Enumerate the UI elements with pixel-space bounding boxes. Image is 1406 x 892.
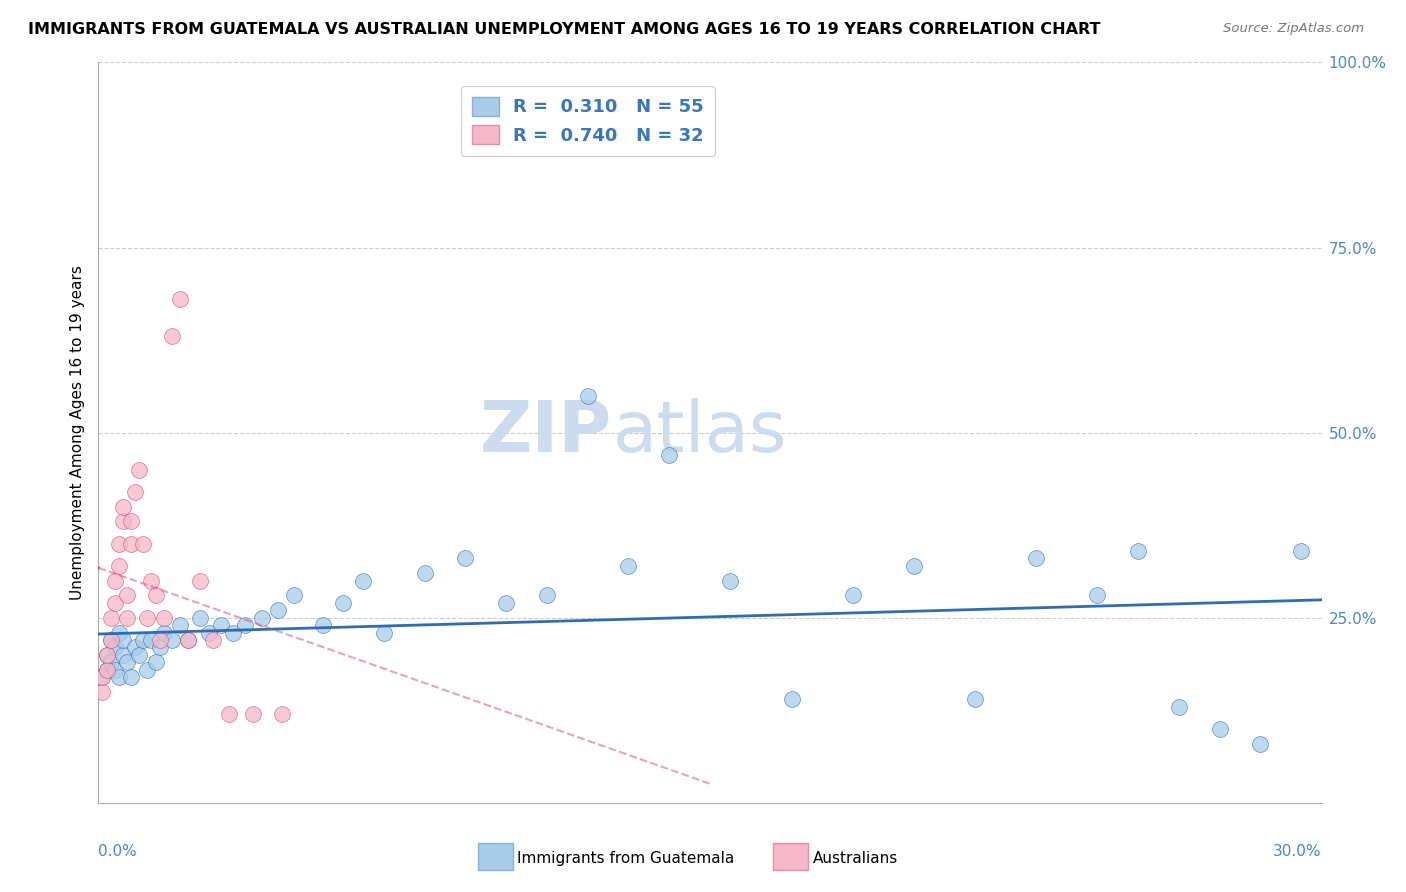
- Text: atlas: atlas: [612, 398, 786, 467]
- Point: [111, 632, 134, 647]
- Point: [373, 625, 395, 640]
- Point: [841, 589, 863, 603]
- Point: [209, 618, 232, 632]
- Point: [177, 632, 200, 647]
- Point: [1291, 544, 1313, 558]
- Point: [100, 655, 122, 669]
- Point: [141, 574, 163, 588]
- Point: [903, 558, 925, 573]
- Point: [96, 648, 118, 662]
- Point: [152, 625, 174, 640]
- Point: [124, 640, 146, 655]
- Point: [188, 574, 212, 588]
- Point: [1085, 589, 1108, 603]
- Point: [104, 596, 127, 610]
- Point: [108, 536, 131, 550]
- Point: [177, 632, 200, 647]
- Point: [197, 625, 219, 640]
- Point: [242, 706, 264, 721]
- Point: [120, 515, 142, 529]
- Point: [111, 500, 134, 514]
- Point: [96, 663, 118, 677]
- Point: [145, 655, 167, 669]
- Point: [218, 706, 240, 721]
- Point: [115, 589, 138, 603]
- Point: [136, 610, 159, 624]
- Point: [617, 558, 640, 573]
- Point: [1167, 699, 1189, 714]
- Point: [188, 610, 212, 624]
- Text: Source: ZipAtlas.com: Source: ZipAtlas.com: [1223, 22, 1364, 36]
- Point: [270, 706, 294, 721]
- Point: [132, 632, 155, 647]
- Point: [152, 610, 174, 624]
- Point: [1128, 544, 1150, 558]
- Point: [718, 574, 742, 588]
- Point: [108, 558, 131, 573]
- Point: [136, 663, 159, 677]
- Text: 30.0%: 30.0%: [1274, 844, 1322, 858]
- Point: [312, 618, 335, 632]
- Y-axis label: Unemployment Among Ages 16 to 19 years: Unemployment Among Ages 16 to 19 years: [69, 265, 84, 600]
- Point: [965, 692, 987, 706]
- Point: [104, 640, 127, 655]
- Point: [267, 603, 290, 617]
- Point: [104, 574, 127, 588]
- Text: Immigrants from Guatemala: Immigrants from Guatemala: [517, 851, 735, 865]
- Text: IMMIGRANTS FROM GUATEMALA VS AUSTRALIAN UNEMPLOYMENT AMONG AGES 16 TO 19 YEARS C: IMMIGRANTS FROM GUATEMALA VS AUSTRALIAN …: [28, 22, 1101, 37]
- Text: Australians: Australians: [813, 851, 898, 865]
- Point: [576, 388, 599, 402]
- Point: [115, 610, 138, 624]
- Point: [1249, 737, 1271, 751]
- Point: [222, 625, 245, 640]
- Point: [100, 610, 122, 624]
- Point: [1025, 551, 1047, 566]
- Point: [145, 589, 167, 603]
- Point: [141, 632, 163, 647]
- Point: [413, 566, 436, 581]
- Point: [169, 618, 191, 632]
- Text: 0.0%: 0.0%: [98, 844, 138, 858]
- Point: [111, 515, 134, 529]
- Point: [128, 462, 150, 476]
- Point: [495, 596, 517, 610]
- Point: [536, 589, 558, 603]
- Point: [91, 670, 114, 684]
- Text: ZIP: ZIP: [479, 398, 612, 467]
- Point: [108, 670, 131, 684]
- Point: [124, 484, 146, 499]
- Point: [100, 632, 122, 647]
- Point: [658, 448, 681, 462]
- Point: [128, 648, 150, 662]
- Point: [111, 648, 134, 662]
- Point: [283, 589, 305, 603]
- Point: [120, 670, 142, 684]
- Point: [201, 632, 224, 647]
- Point: [96, 663, 118, 677]
- Point: [96, 648, 118, 662]
- Point: [149, 640, 172, 655]
- Point: [132, 536, 155, 550]
- Point: [100, 632, 122, 647]
- Legend: R =  0.310   N = 55, R =  0.740   N = 32: R = 0.310 N = 55, R = 0.740 N = 32: [461, 87, 714, 156]
- Point: [149, 632, 172, 647]
- Point: [352, 574, 374, 588]
- Point: [104, 663, 127, 677]
- Point: [160, 329, 183, 343]
- Point: [120, 536, 142, 550]
- Point: [91, 670, 114, 684]
- Point: [250, 610, 273, 624]
- Point: [332, 596, 354, 610]
- Point: [108, 625, 131, 640]
- Point: [115, 655, 138, 669]
- Point: [1209, 722, 1232, 736]
- Point: [169, 293, 191, 307]
- Point: [233, 618, 256, 632]
- Point: [454, 551, 477, 566]
- Point: [91, 685, 114, 699]
- Point: [780, 692, 803, 706]
- Point: [160, 632, 183, 647]
